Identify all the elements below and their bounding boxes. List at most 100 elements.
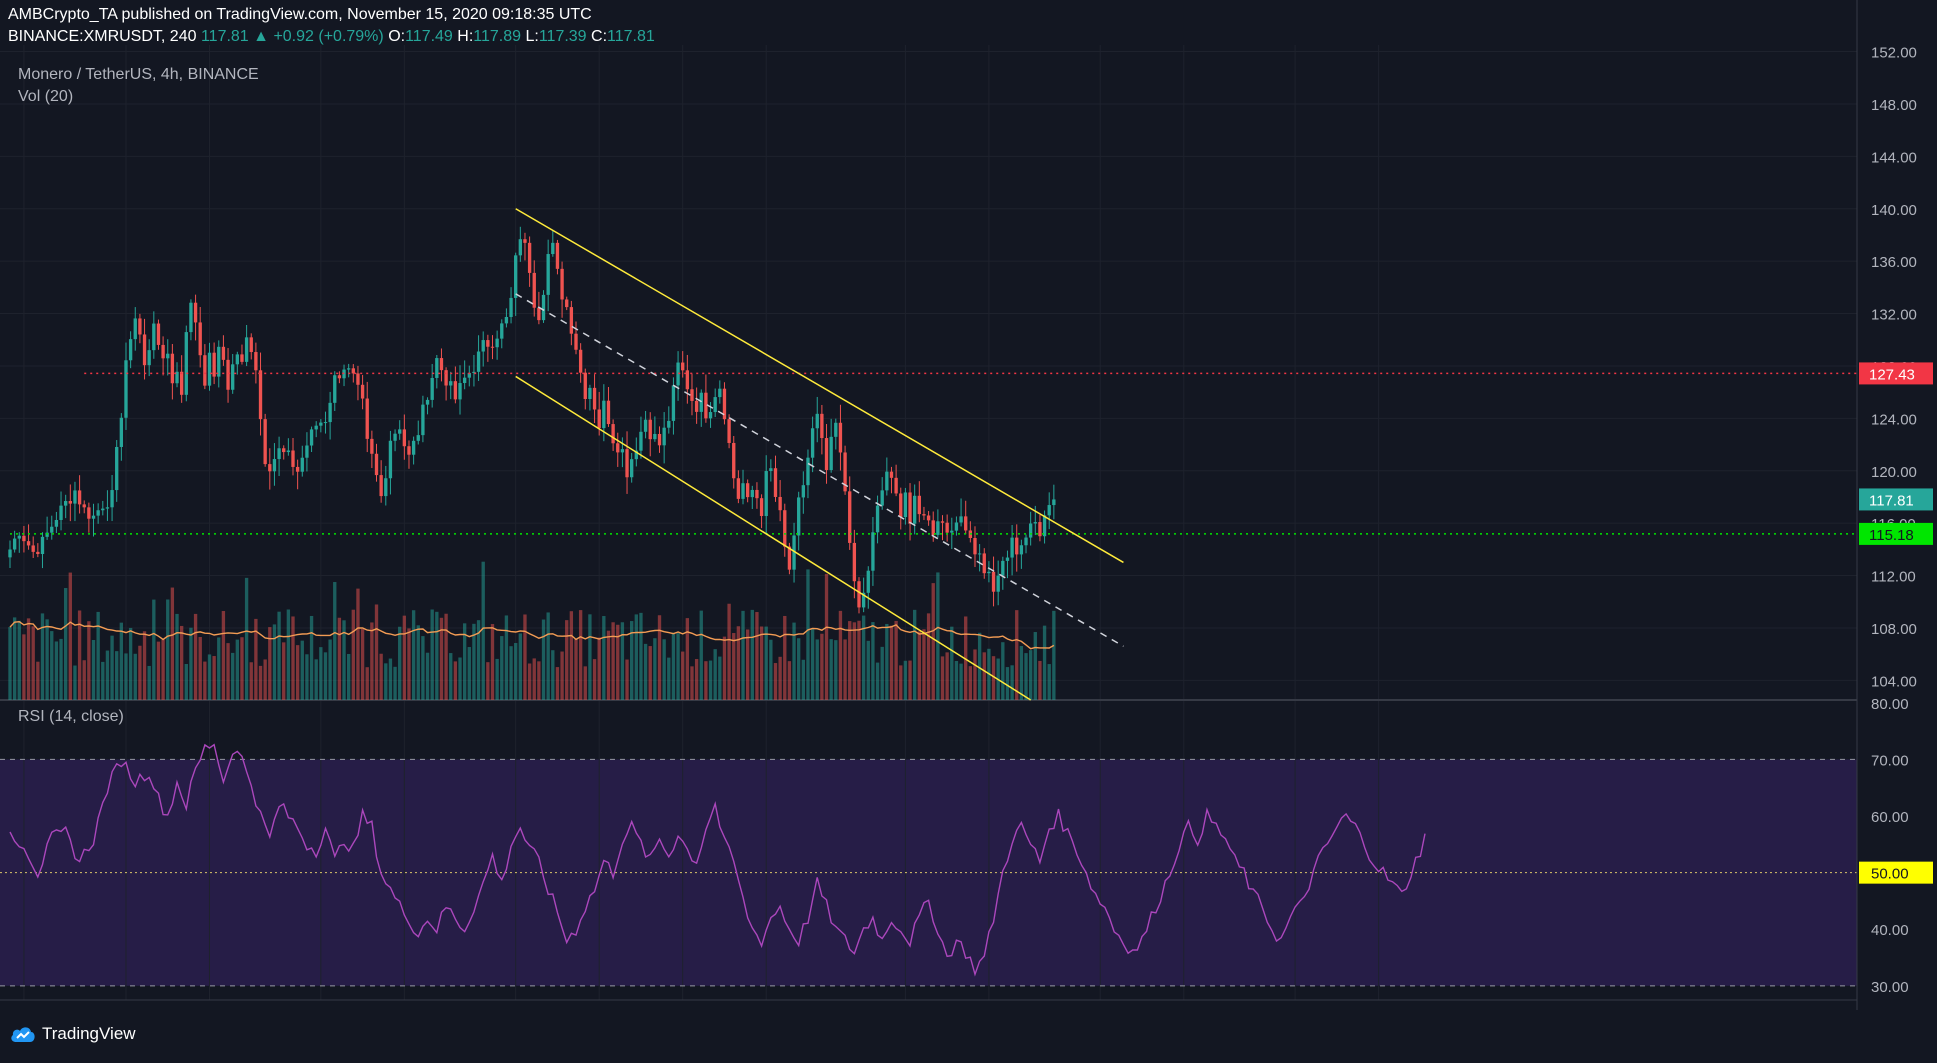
candle-body	[713, 397, 717, 413]
candle-body	[597, 409, 601, 429]
candle-body	[425, 399, 430, 405]
candle-body	[203, 355, 207, 386]
volume-bar	[268, 627, 272, 700]
volume-bar	[472, 623, 476, 700]
volume-bar	[1024, 653, 1028, 700]
volume-bar	[82, 660, 86, 700]
volume-bar	[462, 623, 467, 700]
volume-bar	[444, 613, 448, 700]
volume-bar	[1028, 650, 1033, 700]
candle-body	[370, 438, 374, 454]
candle-body	[64, 501, 68, 506]
low-value: 117.39	[538, 28, 587, 45]
volume-bar	[523, 614, 527, 700]
candle-body	[40, 536, 45, 555]
volume-bar	[810, 628, 815, 700]
volume-bar	[1019, 646, 1024, 700]
candle-body	[398, 429, 402, 434]
candle-body	[59, 505, 63, 520]
volume-bar	[96, 611, 100, 700]
volume-bar	[291, 616, 295, 700]
candle-body	[778, 496, 782, 511]
candle-body	[272, 459, 277, 472]
candle-body	[708, 412, 713, 419]
volume-bar	[945, 652, 949, 700]
volume-bar	[848, 621, 852, 700]
volume-bar	[68, 572, 72, 700]
candle-body	[179, 371, 184, 395]
volume-bar	[91, 639, 96, 700]
volume-bar	[560, 651, 564, 700]
candle-body	[249, 337, 253, 353]
volume-bar	[532, 658, 536, 700]
candle-body	[1010, 537, 1014, 558]
volume-legend[interactable]: Vol (20)	[18, 88, 74, 105]
candle-body	[87, 507, 91, 519]
volume-bar	[588, 614, 592, 700]
candle-body	[152, 323, 156, 351]
volume-bar	[616, 624, 620, 700]
volume-bar	[128, 627, 133, 700]
candle-body	[105, 507, 110, 509]
candle-body	[643, 419, 648, 432]
candle-body	[662, 427, 666, 446]
volume-bar	[829, 639, 833, 700]
volume-bar	[365, 667, 369, 700]
volume-bar	[142, 631, 147, 700]
volume-bar	[254, 618, 258, 700]
candle-body	[801, 485, 805, 498]
open-label: O:	[388, 28, 406, 45]
candle-body	[444, 370, 448, 386]
volume-bar	[875, 662, 880, 700]
candle-body	[268, 464, 272, 472]
candle-body	[96, 510, 100, 516]
volume-bar	[727, 603, 731, 700]
overlay-lines	[10, 208, 1857, 701]
volume-bar	[537, 661, 541, 700]
candle-body	[402, 429, 407, 447]
volume-bar	[203, 661, 207, 700]
candle-body	[119, 417, 124, 447]
volume-bar	[26, 618, 31, 700]
candle-body	[282, 448, 286, 453]
candle-body	[1047, 505, 1051, 516]
candle-body	[657, 433, 662, 446]
rsi-band-layer	[0, 759, 1857, 986]
rsi-tick-label: 70.00	[1871, 752, 1909, 769]
candle-body	[704, 392, 708, 419]
volume-bar	[379, 653, 383, 700]
volume-bar	[643, 643, 648, 700]
volume-bar	[504, 615, 509, 700]
candle-body	[889, 471, 894, 478]
candle-body	[866, 570, 870, 593]
candle-body	[954, 522, 959, 531]
volume-bar	[977, 632, 982, 700]
volume-bar	[936, 572, 940, 700]
volume-bar	[87, 621, 91, 700]
volume-bar	[430, 609, 434, 700]
candle-body	[755, 489, 759, 499]
volume-bar	[866, 640, 870, 700]
candle-body	[189, 302, 193, 333]
candle-body	[792, 535, 796, 570]
candle-body	[277, 448, 281, 460]
volume-bar	[1042, 625, 1047, 700]
volume-bar	[852, 622, 857, 700]
rsi-legend[interactable]: RSI (14, close)	[18, 708, 124, 725]
candle-body	[917, 495, 921, 515]
volume-bar	[764, 626, 768, 700]
volume-bar	[231, 652, 235, 700]
candle-body	[295, 466, 300, 472]
candle-body	[101, 508, 105, 511]
candle-body	[68, 501, 72, 504]
volume-bar	[857, 620, 861, 700]
volume-bar	[769, 639, 773, 700]
main-series-legend[interactable]: Monero / TetherUS, 4h, BINANCE	[18, 66, 259, 83]
tradingview-logo[interactable]: TradingView	[10, 1024, 136, 1044]
volume-bar	[509, 646, 513, 700]
candle-body	[926, 515, 931, 521]
candle-body	[481, 340, 485, 352]
volume-bar	[453, 661, 458, 700]
candle-body	[351, 368, 355, 374]
candle-body	[54, 519, 59, 527]
